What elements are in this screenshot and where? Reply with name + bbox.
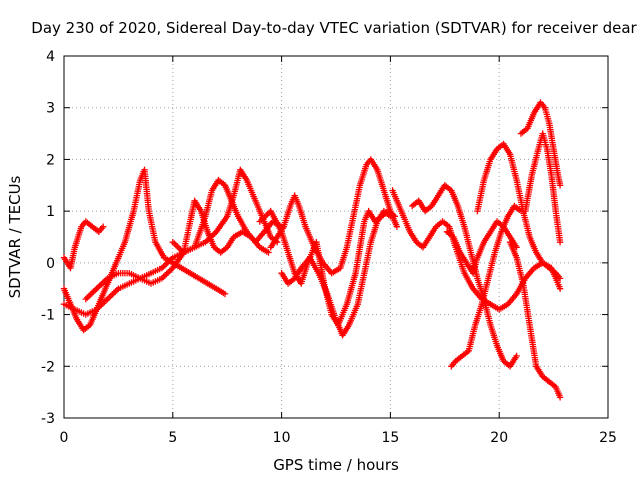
point-markers-10	[443, 218, 520, 277]
x-tick-label: 15	[381, 430, 399, 446]
series-track-11	[443, 218, 520, 277]
y-tick-label: -3	[41, 411, 55, 427]
y-tick-label: 3	[46, 101, 55, 117]
series-track-16	[522, 130, 564, 246]
y-tick-label: 0	[46, 256, 55, 272]
point-markers-4	[169, 176, 285, 256]
y-tick-label: 2	[46, 152, 55, 168]
series-track-12	[448, 202, 525, 370]
series-track-15	[517, 99, 564, 189]
y-tick-label: -1	[41, 308, 55, 324]
series-track-8	[278, 207, 394, 339]
x-tick-label: 0	[60, 430, 69, 446]
point-markers-1	[60, 218, 107, 272]
series-track-2	[60, 218, 107, 272]
x-tick-label: 10	[273, 430, 291, 446]
point-markers-11	[448, 202, 525, 370]
point-markers-12	[474, 140, 564, 282]
x-tick-label: 20	[490, 430, 508, 446]
point-markers-3	[82, 197, 272, 303]
point-markers-14	[517, 99, 564, 189]
axis-ticks: 0 5 10 15 20 25 -3 -2 -1 0 1 2 3 4	[41, 49, 617, 446]
x-tick-label: 5	[168, 430, 177, 446]
x-tick-label: 25	[599, 430, 617, 446]
series-track-13	[474, 140, 564, 282]
series-track-14	[506, 239, 564, 401]
y-axis-label: SDTVAR / TECUs	[6, 175, 24, 298]
chart-title: Day 230 of 2020, Sidereal Day-to-day VTE…	[31, 19, 637, 37]
y-tick-label: -2	[41, 359, 55, 375]
x-axis-label: GPS time / hours	[273, 456, 399, 474]
series-track-4	[82, 197, 272, 303]
y-tick-label: 1	[46, 204, 55, 220]
plot-frame	[63, 55, 609, 419]
grid	[64, 56, 608, 418]
point-markers-7	[278, 207, 394, 339]
y-tick-label: 4	[46, 49, 55, 65]
point-markers-6	[267, 156, 401, 277]
point-markers-13	[506, 239, 564, 401]
series-track-5	[169, 176, 285, 256]
point-markers-15	[522, 130, 564, 246]
series-track-7	[267, 156, 401, 277]
series-track-1	[60, 166, 229, 334]
data-marks	[60, 99, 564, 401]
point-markers-0	[60, 166, 229, 334]
